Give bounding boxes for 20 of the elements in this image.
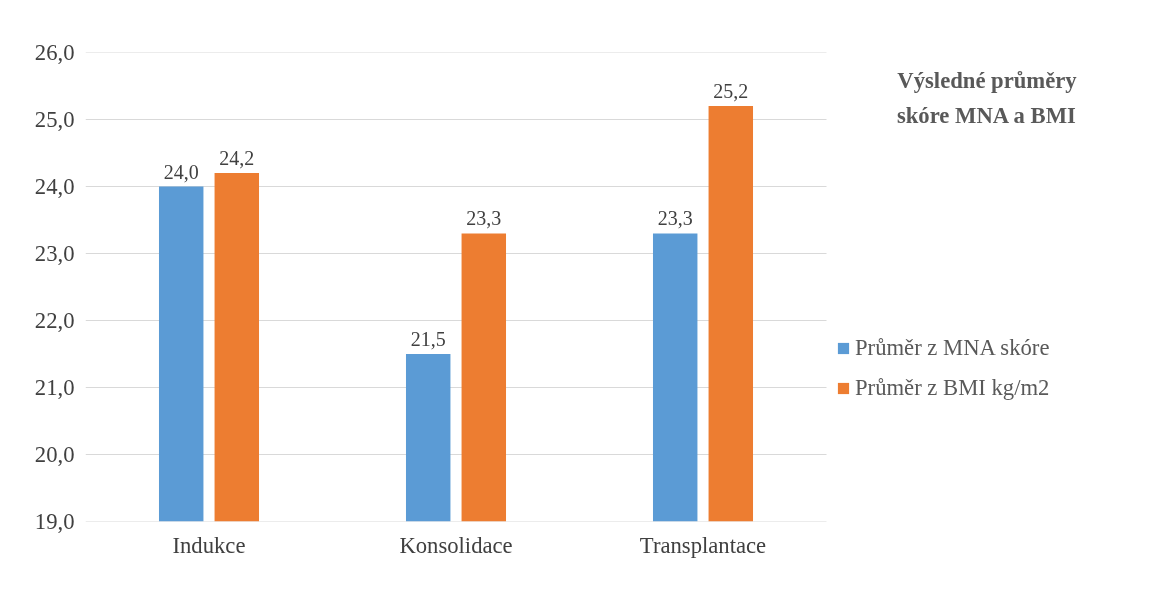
y-tick-label: 21,0	[34, 375, 75, 400]
legend-label: Průměr z MNA skóre	[855, 335, 1050, 361]
data-label: 25,2	[713, 80, 749, 103]
y-tick-label: 25,0	[34, 107, 75, 132]
y-tick-label: 26,0	[34, 40, 75, 65]
data-label: 24,2	[219, 147, 255, 170]
y-tick-label: 19,0	[34, 509, 75, 534]
x-tick-label: Indukce	[172, 532, 246, 558]
y-tick-label: 23,0	[34, 241, 75, 266]
data-label: 24,0	[163, 160, 199, 183]
data-label: 23,3	[657, 207, 693, 230]
data-label: 21,5	[410, 328, 446, 350]
y-tick-label: 20,0	[34, 442, 75, 467]
text: Výsledné průměry skóre MNA a BMI	[896, 68, 1078, 129]
y-tick-label: 22,0	[34, 308, 75, 333]
legend-label: Průměr z BMI kg/m2	[855, 375, 1050, 401]
y-tick-label: 24,0	[34, 174, 75, 199]
x-tick-label: Transplantace	[639, 532, 767, 558]
data-label: 23,3	[466, 207, 502, 230]
x-tick-label: Konsolidace	[399, 532, 513, 558]
